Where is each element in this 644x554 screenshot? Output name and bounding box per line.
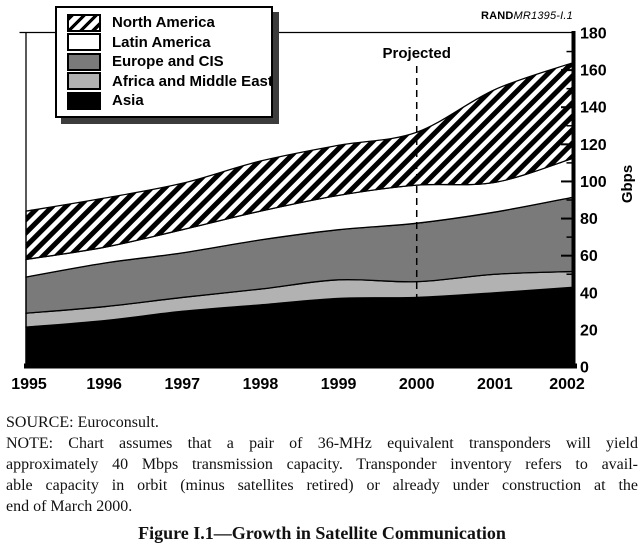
legend-swatch-africa-and-middle-east [67, 72, 101, 91]
legend-item-africa-and-middle-east: Africa and Middle East [67, 72, 273, 92]
legend-swatch-asia [67, 91, 101, 110]
chart-area: Projected 0 20 40 60 80 100 120 140 160 180 Gbps 199… [11, 6, 636, 393]
x-tick-label-1997: 1997 [164, 376, 200, 393]
x-tick-label-2001: 2001 [477, 376, 513, 393]
legend-label-asia: Asia [112, 92, 144, 110]
y-tick-label-160: 160 [580, 63, 607, 80]
x-tick-label-1996: 1996 [86, 376, 122, 393]
y-tick-label-180: 180 [580, 26, 607, 43]
y-tick-label-80: 80 [580, 211, 598, 228]
notes-block: SOURCE: Euroconsult. NOTE: Chart assumes… [6, 412, 638, 517]
report-id-label: RANDMR1395-I.1 [481, 10, 573, 22]
legend-label-north-america: North America [112, 14, 215, 32]
legend-label-europe-and-cis: Europe and CIS [112, 53, 224, 71]
y-tick-label-40: 40 [580, 285, 598, 302]
legend-label-latin-america: Latin America [112, 33, 211, 51]
y-tick-label-60: 60 [580, 248, 598, 265]
y-tick-label-120: 120 [580, 137, 607, 154]
y-tick-label-0: 0 [580, 360, 589, 377]
legend-swatch-latin-america [67, 33, 101, 52]
rand-logo-text: RAND [480, 10, 514, 22]
report-number-text: MR1395-I.1 [513, 10, 573, 22]
note-line-1: NOTE: Chart assumes that a pair of 36-MH… [6, 435, 638, 452]
legend-item-asia: Asia [67, 91, 271, 111]
projected-label: Projected [383, 45, 451, 62]
legend-item-europe-and-cis: Europe and CIS [67, 52, 271, 72]
x-tick-label-2002: 2002 [549, 376, 585, 393]
note-line-4: end of March 2000. [6, 498, 133, 515]
x-tick-label-1999: 1999 [321, 376, 357, 393]
legend-swatch-north-america [67, 13, 101, 32]
legend-swatch-europe-and-cis [67, 52, 101, 71]
legend-item-north-america: North America [67, 13, 271, 33]
y-tick-label-140: 140 [580, 100, 607, 117]
x-tick-label-2000: 2000 [399, 376, 435, 393]
source-line: SOURCE: Euroconsult. [6, 414, 159, 431]
legend: North America Latin America Europe and CIS… [55, 6, 273, 118]
figure-caption: Figure I.1—Growth in Satellite Communica… [138, 523, 506, 543]
y-tick-label-100: 100 [580, 174, 607, 191]
y-axis-title: Gbps [619, 165, 636, 203]
y-tick-label-20: 20 [580, 322, 598, 339]
x-tick-label-1995: 1995 [11, 376, 47, 393]
note-line-2: approximately 40 Mbps transmission capac… [6, 456, 638, 473]
legend-label-africa-and-middle-east: Africa and Middle East [112, 72, 273, 90]
note-line-3: able capacity in orbit (minus satellites… [6, 477, 638, 494]
legend-item-latin-america: Latin America [67, 33, 271, 53]
x-tick-label-1998: 1998 [243, 376, 279, 393]
